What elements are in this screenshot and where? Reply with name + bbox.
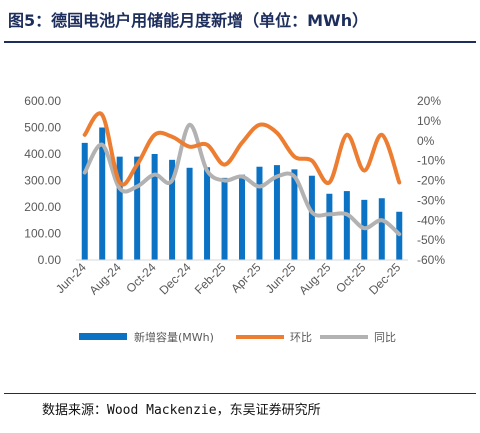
legend-swatch-bar — [79, 333, 127, 340]
x-tick-label: Jun-25 — [263, 260, 299, 296]
bar — [169, 159, 176, 260]
left-tick-label: 300.00 — [24, 174, 61, 188]
left-axis-ticks: 0.00 100.00 200.00 300.00 400.00 500.00 600.00 — [24, 94, 61, 267]
x-tick-label: Feb-25 — [192, 260, 229, 297]
left-tick-label: 400.00 — [24, 147, 61, 161]
percent-lines — [82, 111, 402, 237]
yoy-line — [82, 122, 402, 237]
dual-axis-chart: 0.00 100.00 200.00 300.00 400.00 500.00 600.00… — [24, 94, 445, 344]
right-tick-label: -50% — [417, 233, 445, 247]
right-tick-label: -40% — [417, 213, 445, 227]
right-tick-label: 20% — [417, 94, 441, 108]
left-tick-label: 0.00 — [38, 253, 62, 267]
right-tick-label: 0% — [417, 134, 435, 148]
right-tick-label: -30% — [417, 193, 445, 207]
right-tick-label: 10% — [417, 114, 441, 128]
bar — [116, 156, 123, 260]
legend-label-capacity: 新增容量(MWh) — [134, 330, 214, 344]
bar — [308, 175, 315, 260]
bar — [326, 193, 333, 260]
bar — [239, 174, 245, 260]
x-tick-label: Dec-24 — [156, 260, 193, 297]
left-tick-label: 100.00 — [24, 227, 61, 241]
bar — [291, 169, 298, 260]
legend: 新增容量(MWh) 环比 同比 — [79, 330, 396, 344]
mom-line — [82, 111, 402, 187]
x-tick-label: Aug-25 — [296, 260, 333, 297]
right-tick-label: -20% — [417, 174, 445, 188]
bar — [204, 167, 211, 260]
bar — [273, 165, 280, 260]
bar — [134, 156, 141, 260]
source-note: 数据来源：Wood Mackenzie，东吴证券研究所 — [42, 403, 321, 418]
x-tick-label: Apr-25 — [228, 260, 264, 296]
right-axis-ticks: -60% -50% -40% -30% -20% -10% 0% 10% 20% — [417, 94, 445, 267]
bar — [343, 191, 350, 260]
legend-label-mom: 环比 — [290, 331, 312, 344]
bar — [378, 198, 385, 260]
bar — [221, 177, 228, 260]
capacity-bars — [81, 127, 403, 260]
footer-rule — [4, 393, 476, 394]
title-rule — [4, 41, 476, 43]
left-tick-label: 500.00 — [24, 121, 61, 135]
left-tick-label: 600.00 — [24, 94, 61, 108]
legend-label-yoy: 同比 — [374, 331, 396, 344]
bar — [99, 127, 106, 260]
figure-title: 图5：德国电池户用储能月度新增（单位：MWh） — [8, 11, 369, 30]
bar — [256, 166, 263, 260]
x-tick-label: Oct-25 — [333, 260, 369, 296]
bar — [186, 167, 193, 260]
left-tick-label: 200.00 — [24, 200, 61, 214]
x-tick-label: Aug-24 — [87, 260, 124, 297]
right-tick-label: -10% — [417, 154, 445, 168]
x-tick-label: Oct-24 — [123, 260, 159, 296]
bar — [81, 142, 88, 260]
bar — [151, 154, 158, 260]
right-tick-label: -60% — [417, 253, 445, 267]
x-tick-label: Dec-25 — [366, 260, 403, 297]
